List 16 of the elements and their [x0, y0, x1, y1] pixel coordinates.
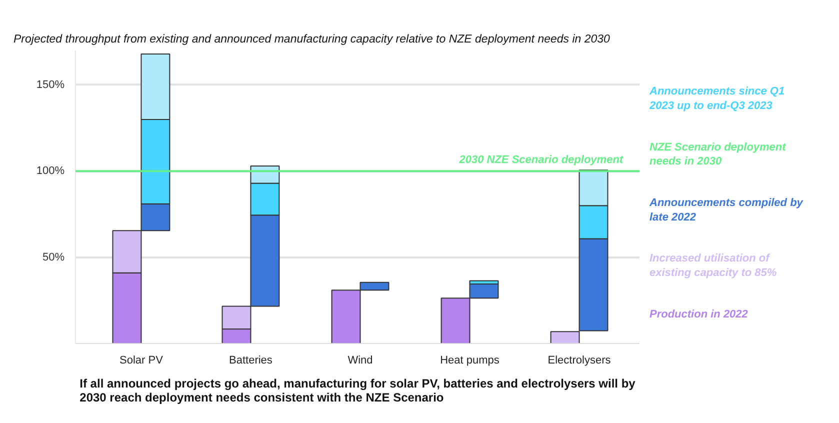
x-tick-label: Electrolysers: [548, 354, 612, 366]
ref-line-label: 2030 NZE Scenario deployment: [458, 154, 624, 166]
text: Production in 2022: [650, 308, 748, 320]
chart-title: Projected throughput from existing and announced manufacturing capacity relative to NZE deployment needs in 2030: [14, 34, 611, 46]
text: If all announced projects go ahead, manufacturing for solar PV, batteries and electrolysers will by 2030 reach deployment needs consistent with the NZE Scenario: [80, 376, 636, 404]
x-tick-label: Heat pumps: [440, 354, 500, 366]
y-tick-label: 150%: [36, 78, 65, 91]
y-tick-label: 100%: [36, 165, 65, 178]
text: NZE Scenario deployment needs in 2030: [650, 141, 788, 168]
text: Announcements compiled by late 2022: [648, 197, 804, 224]
text: Announcements since Q1 2023 up to end-Q3 2023: [648, 86, 785, 112]
text: Increased utilisation of existing capacity to 85%: [650, 252, 777, 280]
x-tick-label: Batteries: [229, 354, 273, 366]
x-tick-label: Wind: [348, 354, 373, 366]
x-tick-label: Solar PV: [120, 354, 164, 366]
y-tick-label: 50%: [42, 251, 65, 264]
